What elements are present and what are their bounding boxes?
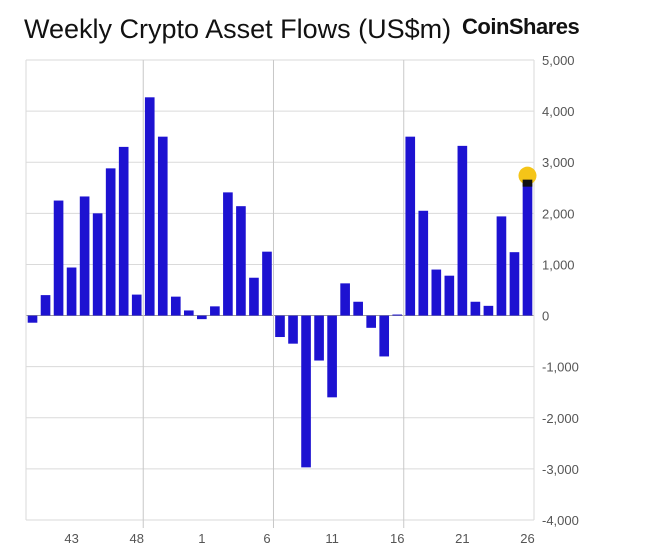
bar	[288, 315, 298, 344]
bar	[66, 267, 77, 316]
x-tick-label: 6	[263, 531, 270, 546]
chart-bars	[27, 97, 533, 468]
bar	[301, 315, 311, 468]
chart-separators	[142, 60, 405, 528]
bar	[262, 251, 272, 316]
bar	[92, 213, 103, 316]
bar	[223, 192, 233, 316]
bar	[27, 315, 38, 323]
chart-title: Weekly Crypto Asset Flows (US$m)	[24, 14, 452, 44]
bar	[522, 181, 533, 316]
bar	[144, 97, 155, 316]
bar	[470, 301, 481, 316]
bar	[327, 315, 337, 398]
y-tick-label: -4,000	[542, 513, 579, 528]
bar	[340, 283, 350, 316]
x-tick-label: 1	[198, 531, 205, 546]
y-tick-label: 0	[542, 309, 549, 324]
x-tick-label: 43	[64, 531, 78, 546]
latest-value-cap	[522, 179, 533, 187]
bar	[483, 305, 494, 316]
bar	[366, 315, 376, 328]
x-tick-label: 16	[390, 531, 404, 546]
y-tick-label: 2,000	[542, 206, 575, 221]
bar	[444, 275, 455, 316]
y-tick-label: -1,000	[542, 360, 579, 375]
x-tick-label: 48	[129, 531, 143, 546]
bar	[379, 315, 390, 357]
x-tick-label: 26	[520, 531, 534, 546]
y-tick-label: 3,000	[542, 155, 575, 170]
y-tick-label: -3,000	[542, 462, 579, 477]
bar	[131, 294, 142, 316]
x-tick-label: 21	[455, 531, 469, 546]
y-tick-label: -2,000	[542, 411, 579, 426]
bar	[105, 168, 116, 316]
bar	[418, 210, 429, 316]
x-axis-ticks: 43 48 1 6 11 16 21 26	[64, 531, 534, 546]
bar	[392, 314, 403, 316]
y-tick-label: 4,000	[542, 104, 575, 119]
bar	[79, 196, 90, 316]
bar	[249, 277, 259, 316]
x-tick-label: 11	[325, 531, 339, 546]
bar	[157, 136, 168, 316]
bar	[353, 301, 363, 316]
y-tick-label: 1,000	[542, 257, 575, 272]
bar	[509, 252, 520, 316]
bar	[170, 296, 181, 316]
bar	[210, 306, 220, 316]
bar	[496, 216, 507, 316]
bar	[236, 206, 246, 316]
bar	[314, 315, 324, 361]
bar	[457, 145, 468, 316]
brand-logo: CoinShares	[462, 14, 580, 39]
bar	[53, 200, 64, 316]
bar	[40, 295, 51, 316]
chart-highlight	[518, 166, 537, 187]
bar	[405, 136, 416, 316]
y-axis-ticks: 5,000 4,000 3,000 2,000 1,000 0 -1,000 -2,000 -3…	[542, 53, 579, 528]
bar	[275, 315, 285, 338]
bar	[118, 146, 129, 316]
y-tick-label: 5,000	[542, 53, 575, 68]
bar	[431, 269, 442, 316]
bar	[197, 315, 207, 320]
bar	[184, 310, 194, 316]
